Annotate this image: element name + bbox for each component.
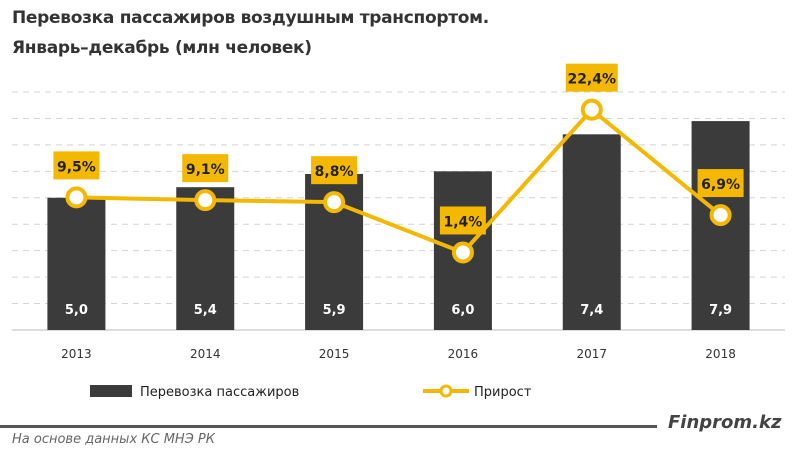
growth-label-box [182, 154, 229, 183]
growth-point [451, 241, 474, 264]
bar-value-label: 6,0 [451, 303, 474, 318]
growth-label: 22,4% [567, 72, 616, 88]
legend-bar-swatch [90, 385, 132, 397]
growth-label-box [311, 156, 358, 185]
chart-title: Перевозка пассажиров воздушным транспорт… [12, 8, 489, 28]
growth-point [580, 98, 603, 121]
source-note: На основе данных КС МНЭ РК [12, 432, 215, 447]
bar-value-label: 5,0 [65, 303, 88, 318]
growth-point [323, 191, 346, 214]
growth-label-box [565, 63, 618, 92]
growth-label: 8,8% [315, 164, 354, 180]
bar-value-label: 7,9 [709, 303, 732, 318]
bar-value-label: 5,9 [323, 303, 346, 318]
chart-subtitle: Январь–декабрь (млн человек) [12, 38, 312, 58]
legend-bar-label: Перевозка пассажиров [140, 385, 299, 400]
growth-point [65, 186, 88, 209]
growth-label-box [697, 169, 744, 198]
growth-label-box [439, 206, 486, 235]
growth-label: 9,1% [186, 162, 225, 178]
growth-label: 6,9% [701, 177, 740, 193]
legend-line-marker [439, 384, 453, 398]
growth-point [194, 189, 217, 212]
x-tick-label: 2018 [705, 347, 736, 361]
x-tick-label: 2014 [190, 347, 221, 361]
bar [562, 134, 621, 330]
bar-value-label: 5,4 [194, 303, 217, 318]
footer-divider [0, 425, 657, 428]
x-tick-label: 2013 [61, 347, 92, 361]
x-tick-label: 2016 [448, 347, 479, 361]
bar-value-label: 7,4 [580, 303, 603, 318]
x-tick-label: 2015 [319, 347, 350, 361]
growth-label: 9,5% [57, 159, 96, 175]
bar [47, 197, 106, 330]
x-tick-label: 2017 [576, 347, 607, 361]
growth-line [76, 106, 722, 255]
growth-point [709, 204, 732, 227]
growth-label: 1,4% [444, 214, 483, 230]
chart: 5,0 2013 5,4 2014 5,9 2015 6,0 2016 7,4 2017 7,9 20… [12, 63, 785, 400]
legend-line-label: Прирост [474, 385, 532, 400]
growth-label-box [53, 151, 100, 180]
brand-logo: Finprom.kz [668, 412, 782, 433]
